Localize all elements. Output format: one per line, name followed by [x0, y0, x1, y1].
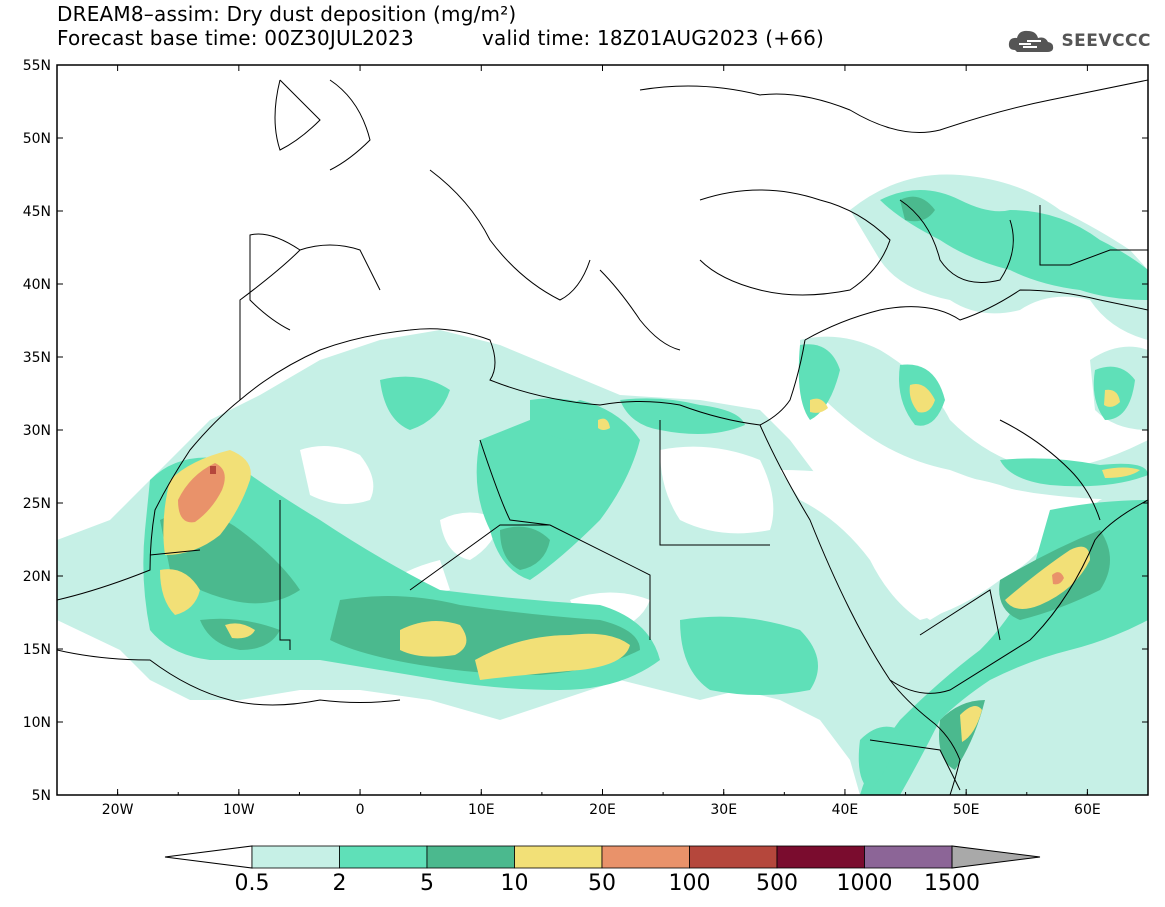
lat-tick-label: 50N — [23, 131, 51, 147]
lon-tick-label: 0 — [356, 802, 365, 818]
lon-tick-label: 50E — [953, 802, 980, 818]
lat-tick-label: 10N — [23, 715, 51, 731]
lat-tick-label: 45N — [23, 204, 51, 220]
dust-field — [57, 174, 1148, 795]
lon-tick-label: 20W — [102, 802, 134, 818]
lat-tick-label: 35N — [23, 350, 51, 366]
lat-tick-label: 40N — [23, 277, 51, 293]
colorbar-label: 1000 — [837, 871, 893, 896]
colorbar-label: 2 — [333, 871, 347, 896]
logo-text: SEEVCCC — [1061, 31, 1151, 51]
lon-tick-label: 30E — [710, 802, 737, 818]
colorbar-segment — [339, 845, 428, 869]
lat-tick-label: 15N — [23, 642, 51, 658]
colorbar-segment — [514, 845, 603, 869]
colorbar-label: 10 — [501, 871, 529, 896]
seevccc-logo: SEEVCCC — [1007, 26, 1151, 56]
lat-tick-label: 55N — [23, 58, 51, 74]
colorbar-label: 5 — [420, 871, 434, 896]
coastlines-and-borders — [57, 79, 1148, 795]
longitude-axis: 20W 10W 0 10E 20E 30E 40E 50E 60E — [56, 65, 1149, 818]
lat-tick-label: 25N — [23, 496, 51, 512]
colorbar-label: 100 — [669, 871, 711, 896]
dust-level-orange — [178, 463, 1064, 585]
valid-time: valid time: 18Z01AUG2023 (+66) — [482, 26, 825, 50]
colorbar-segment — [864, 845, 953, 869]
dust-level-brown — [210, 466, 216, 474]
colorbar-under-triangle — [164, 845, 253, 869]
lon-tick-label: 10E — [468, 802, 495, 818]
lon-tick-label: 10W — [223, 802, 255, 818]
colorbar-segment — [251, 845, 340, 869]
lat-tick-label: 5N — [32, 788, 51, 804]
lon-tick-label: 40E — [832, 802, 859, 818]
lon-tick-label: 60E — [1074, 802, 1101, 818]
cloud-icon — [1009, 30, 1054, 52]
colorbar-over-triangle — [951, 845, 1041, 869]
colorbar-label: 50 — [588, 871, 616, 896]
dust-level-yellow — [160, 384, 1140, 742]
latitude-axis: 55N 50N 45N 40N 35N 30N 25N 20N 15N 10N 5N — [23, 58, 1148, 804]
colorbar: 0.5 2 5 10 50 100 500 1000 1500 — [164, 845, 1041, 896]
colorbar-segment — [689, 845, 778, 869]
forecast-base-time: Forecast base time: 00Z30JUL2023 — [57, 26, 414, 50]
colorbar-segment — [601, 845, 690, 869]
colorbar-segment — [426, 845, 515, 869]
lon-tick-label: 20E — [589, 802, 616, 818]
colorbar-label: 0.5 — [235, 871, 270, 896]
lat-tick-label: 20N — [23, 569, 51, 585]
colorbar-label: 1500 — [924, 871, 980, 896]
colorbar-label: 500 — [756, 871, 798, 896]
map-title: DREAM8–assim: Dry dust deposition (mg/m²… — [57, 2, 517, 26]
colorbar-segment — [776, 845, 865, 869]
lat-tick-label: 30N — [23, 423, 51, 439]
